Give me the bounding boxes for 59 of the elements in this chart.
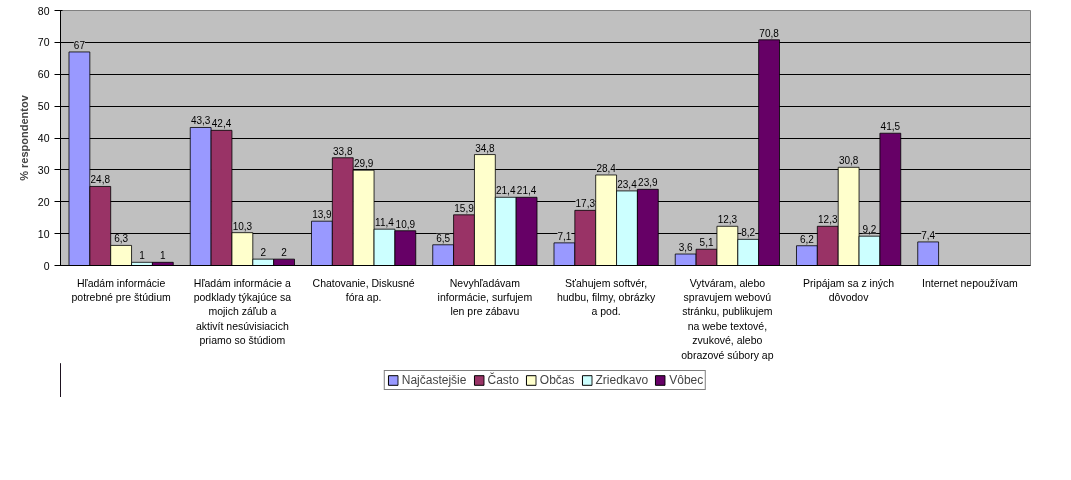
data-label: 33,8: [333, 145, 353, 157]
data-label: 42,4: [211, 118, 232, 130]
data-label: 5,1: [699, 237, 714, 249]
legend-label: Najčastejšie: [401, 373, 467, 387]
data-label: 15,9: [454, 202, 475, 214]
x-tick-label: Hľadám informácie a podklady týkajúce sa mojich záľub a aktivít nesúvisiacich priamo so štúdiom: [193, 276, 292, 347]
y-tick-label: 40: [37, 132, 50, 144]
data-label: 29,9: [353, 158, 374, 170]
x-tick-label: Nevyhľadávam informácie, surfujem len pre zábavu: [437, 276, 533, 318]
y-tick-label: 30: [37, 163, 50, 176]
data-label: 11,4: [375, 217, 395, 229]
data-label: 9,2: [862, 224, 877, 236]
data-label: 1: [139, 250, 146, 262]
data-label: 30,8: [838, 155, 859, 167]
legend-label: Vôbec: [669, 373, 704, 387]
data-label: 24,8: [90, 174, 111, 186]
data-label: 23,9: [638, 177, 658, 189]
x-tick-label: Vytváram, alebo spravujem webovú stránku, publikujem na webe textové, zvukové, alebo obrazové súbory ap: [681, 276, 774, 361]
data-label: 10,3: [232, 220, 253, 232]
data-label: 43,3: [190, 115, 211, 127]
data-label: 12,3: [717, 214, 738, 226]
data-label: 3,6: [678, 242, 694, 254]
data-label: 67: [73, 39, 86, 51]
x-tick-label: Chatovanie, Diskusné fóra ap.: [312, 276, 415, 303]
data-label: 21,4: [496, 185, 516, 197]
x-tick-label: Sťahujem softvér, hudbu, filmy, obrázky a pod.: [556, 276, 657, 318]
x-tick-label: Internet nepoužívam: [922, 276, 1018, 289]
y-axis-title: % respondentov: [17, 94, 30, 181]
data-label: 28,4: [596, 162, 617, 174]
y-tick-label: 70: [37, 36, 50, 49]
data-label: 70,8: [759, 27, 780, 39]
x-tick-label: Hľadám informácie potrebné pre štúdium: [71, 276, 171, 303]
y-tick-label: 50: [37, 100, 50, 113]
data-label: 34,8: [475, 142, 496, 154]
y-tick-label: 10: [37, 227, 50, 240]
data-label: 1: [160, 250, 167, 262]
data-label: 10,9: [395, 218, 416, 230]
data-label: 6,5: [436, 232, 451, 244]
x-tick-label: Pripájam sa z iných dôvodov: [803, 276, 895, 303]
data-label: 6,2: [799, 233, 815, 245]
data-label: 8,2: [741, 227, 756, 239]
data-label: 7,4: [921, 229, 936, 241]
y-tick-label: 0: [43, 259, 50, 272]
data-label: 6,3: [114, 233, 129, 245]
y-tick-label: 60: [37, 68, 50, 81]
data-label: 23,4: [617, 178, 638, 190]
data-label: 17,3: [575, 198, 596, 210]
y-tick-label: 20: [37, 195, 50, 208]
y-tick-label: 80: [37, 4, 50, 17]
data-label: 41,5: [880, 121, 901, 133]
legend-label: Zriedkavo: [595, 373, 649, 387]
data-label: 13,9: [312, 209, 333, 221]
data-label: 2: [260, 247, 267, 259]
data-label: 21,4: [516, 185, 537, 197]
data-label: 12,3: [818, 214, 838, 226]
data-label: 7,1: [557, 230, 572, 242]
legend-label: Často: [487, 373, 519, 387]
data-label: 2: [281, 247, 288, 259]
legend-label: Občas: [539, 373, 575, 387]
